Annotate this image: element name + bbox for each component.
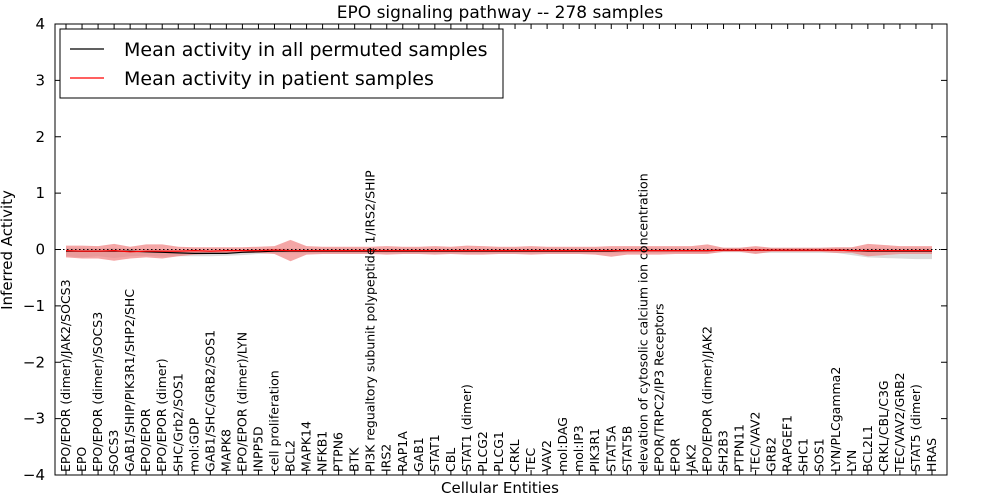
legend-box (59, 28, 504, 99)
x-tick-label: mol:IP3 (571, 425, 586, 472)
x-tick-label: CBL (443, 448, 458, 472)
x-tick-label: EPO/EPOR (dimer) (154, 358, 169, 472)
x-tick-label: EPO/EPOR (dimer)/JAK2/SOCS3 (58, 279, 73, 472)
y-tick-label: 0 (35, 241, 45, 259)
y-axis-label: Inferred Activity (0, 190, 16, 310)
x-tick-label: SOS1 (812, 438, 827, 472)
x-tick-label: HRAS (924, 438, 939, 472)
x-tick-label: SOCS3 (106, 430, 121, 472)
x-tick-label: EPO/EPOR (dimer)/SOCS3 (90, 312, 105, 472)
x-tick-label: EPOR (667, 438, 682, 472)
x-tick-label: MAPK14 (299, 421, 314, 472)
x-tick-label: SH2B3 (716, 430, 731, 472)
legend-permuted-label: Mean activity in all permuted samples (124, 39, 487, 61)
x-tick-label: SHC1 (796, 438, 811, 472)
x-tick-label: PIK3R1 (587, 428, 602, 472)
x-tick-label: CRKL/CBL/C3G (876, 380, 891, 472)
x-tick-label: EPO/EPOR (dimer)/JAK2 (699, 326, 714, 472)
x-tick-label: STAT1 (427, 434, 442, 472)
x-tick-label: PLCG2 (475, 431, 490, 472)
x-tick-label: EPO/EPOR (dimer)/LYN (234, 332, 249, 472)
y-tick-label: −3 (23, 410, 45, 428)
x-tick-label: LYN/PLCgamma2 (828, 367, 843, 472)
y-tick-label: 3 (35, 71, 45, 89)
y-tick-label: −1 (23, 297, 45, 315)
x-axis-ticks (65, 24, 933, 475)
x-tick-label: GAB1/SHC/GRB2/SOS1 (202, 330, 217, 472)
chart-title: EPO signaling pathway -- 278 samples (337, 3, 664, 23)
x-tick-label: TEC (523, 447, 538, 473)
x-tick-label: MAPK8 (218, 429, 233, 472)
x-tick-label: mol:DAG (555, 417, 570, 472)
x-tick-label: VAV2 (539, 440, 554, 472)
x-tick-label: BCL2 (283, 440, 298, 472)
x-tick-label: GAB1 (411, 437, 426, 472)
x-tick-label: GAB1/SHIP/PIK3R1/SHP2/SHC (122, 289, 137, 472)
x-tick-label: TEC/VAV2 (748, 412, 763, 473)
series-lines (55, 249, 947, 254)
x-tick-label: RAP1A (395, 431, 410, 472)
x-tick-label: STAT1 (dimer) (459, 384, 474, 472)
y-tick-label: 1 (35, 184, 45, 202)
x-tick-label: INPP5D (250, 426, 265, 472)
legend-patient-label: Mean activity in patient samples (124, 68, 434, 90)
x-axis-label: Cellular Entities (441, 479, 559, 497)
x-tick-label: RAPGEF1 (780, 415, 795, 472)
y-tick-label: 4 (35, 15, 45, 33)
x-tick-label: NFKB1 (315, 431, 330, 472)
x-tick-label: BCL2L1 (860, 425, 875, 472)
x-tick-label: STAT5 (dimer) (908, 384, 923, 472)
legend: Mean activity in all permuted samples Me… (59, 28, 504, 99)
x-tick-label: EPO/EPOR (138, 408, 153, 472)
x-tick-label: STAT5A (603, 425, 618, 472)
x-tick-label: PI3K regualtory subunit polypeptide 1/IR… (363, 170, 378, 472)
x-tick-label: LYN (844, 450, 859, 472)
x-tick-label: PTPN6 (331, 432, 346, 472)
y-tick-label: 2 (35, 128, 45, 146)
x-tick-label: GRB2 (764, 437, 779, 472)
x-tick-label: cell proliferation (266, 370, 281, 472)
x-tick-label: elevation of cytosolic calcium ion conce… (635, 173, 650, 472)
y-tick-label: −4 (23, 466, 45, 484)
x-tick-label: PLCG1 (491, 431, 506, 472)
x-tick-label: IRS2 (379, 444, 394, 472)
x-tick-label: CRKL (507, 439, 522, 472)
x-tick-label: mol:GDP (186, 417, 201, 472)
x-tick-label: SHC/Grb2/SOS1 (170, 373, 185, 472)
x-tick-label: PTPN11 (732, 424, 747, 472)
plot-frame (54, 23, 948, 476)
patient-mean-line (65, 249, 932, 253)
x-tick-label: EPO (74, 447, 89, 472)
y-tick-label: −2 (23, 353, 45, 371)
x-tick-label: STAT5B (619, 426, 634, 472)
x-tick-label: TEC/VAV2/GRB2 (892, 372, 907, 473)
x-tick-label: EPOR/TRPC2/IP3 Receptors (651, 303, 666, 472)
x-axis-tick-labels: EPO/EPOR (dimer)/JAK2/SOCS3 EPO EPO/EPOR (… (58, 170, 939, 473)
x-tick-label: JAK2 (683, 444, 698, 473)
x-tick-label: BTK (347, 447, 362, 472)
